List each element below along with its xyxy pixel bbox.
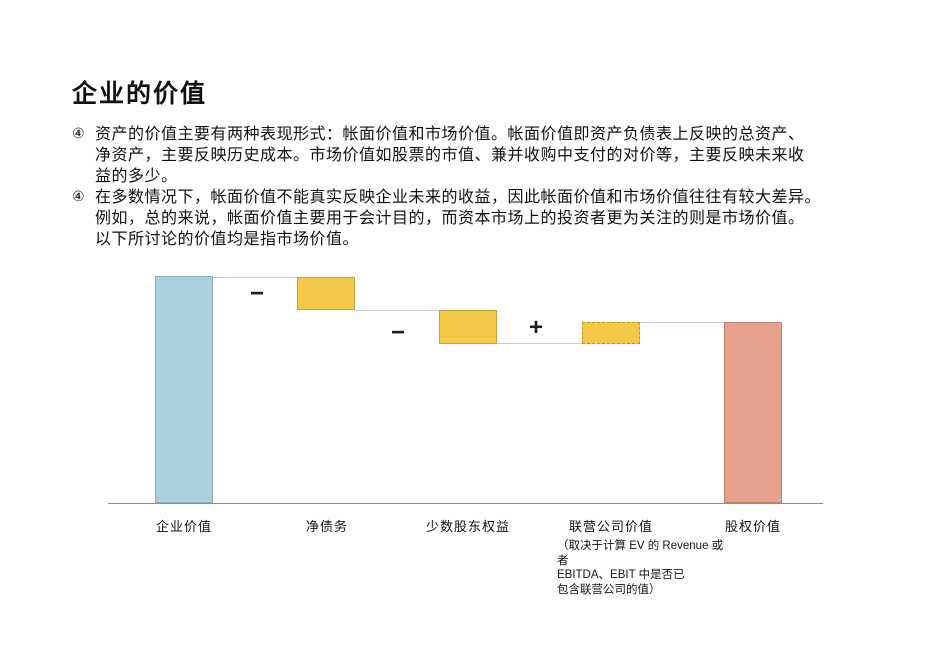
bar-associate-company-value xyxy=(582,322,640,344)
axis-label-net-debt: 净债务 xyxy=(305,519,349,534)
bullet-text: 资产的价值主要有两种表现形式：帐面价值和市场价值。帐面价值即资产负债表上反映的总… xyxy=(95,126,805,185)
page-title: 企业的价值 xyxy=(72,81,208,108)
x-axis-line xyxy=(108,503,823,504)
axis-label-minority-interest: 少数股东权益 xyxy=(425,519,511,534)
bullet-marker: ④ xyxy=(72,127,85,142)
minus-operator-1: − xyxy=(249,280,264,307)
bullet-marker: ④ xyxy=(72,190,85,205)
connector-line-3 xyxy=(496,343,583,344)
minus-operator-2: − xyxy=(390,319,405,346)
bar-enterprise-value xyxy=(155,276,213,503)
bullet-text: 在多数情况下，帐面价值不能真实反映企业未来的收益，因此帐面价值和市场价值往往有较… xyxy=(95,189,822,248)
plus-operator: + xyxy=(528,314,543,341)
bar-net-debt xyxy=(297,277,355,310)
axis-label-associate-company-value: 联营公司价值 xyxy=(568,519,654,534)
connector-line-2 xyxy=(354,310,440,311)
connector-line-4 xyxy=(639,322,725,323)
connector-line-1 xyxy=(212,277,298,278)
bar-minority-interest xyxy=(439,310,497,344)
bullet-list: ④ 资产的价值主要有两种表现形式：帐面价值和市场价值。帐面价值即资产负债表上反映… xyxy=(72,124,892,250)
bar-equity-value xyxy=(724,322,782,503)
axis-label-enterprise-value: 企业价值 xyxy=(155,519,213,534)
axis-label-equity-value: 股权价值 xyxy=(724,519,782,534)
bullet-item-2: ④ 在多数情况下，帐面价值不能真实反映企业未来的收益，因此帐面价值和市场价值往往… xyxy=(72,187,892,250)
bullet-item-1: ④ 资产的价值主要有两种表现形式：帐面价值和市场价值。帐面价值即资产负债表上反映… xyxy=(72,124,892,187)
chart-footnote: （取决于计算 EV 的 Revenue 或 者 EBITDA、EBIT 中是否已… xyxy=(557,540,724,596)
